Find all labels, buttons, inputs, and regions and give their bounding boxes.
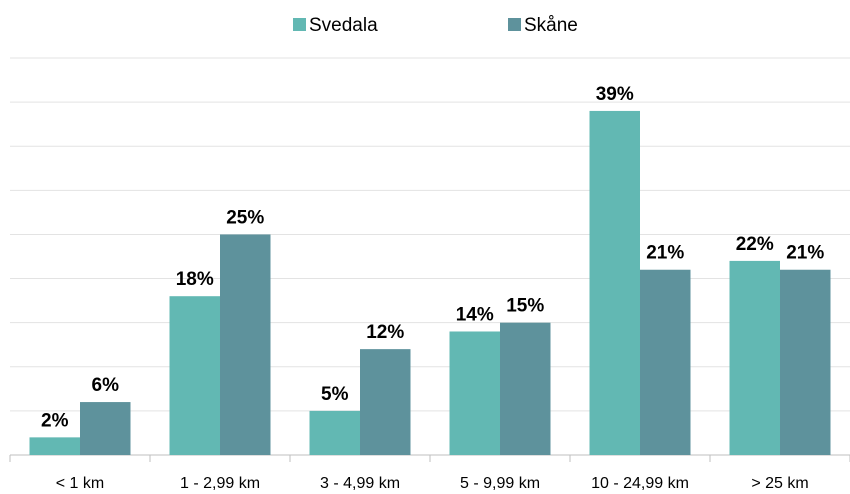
legend-swatch <box>508 18 521 31</box>
bar <box>169 296 220 455</box>
bar <box>309 410 360 455</box>
x-tick-label: 1 - 2,99 km <box>180 475 260 492</box>
bar <box>589 110 640 455</box>
value-label: 21% <box>786 243 824 264</box>
value-label: 5% <box>321 384 349 405</box>
value-label: 21% <box>646 243 684 264</box>
bar <box>220 234 271 455</box>
bar <box>29 437 80 455</box>
x-tick-label: > 25 km <box>751 475 808 492</box>
x-tick-label: 3 - 4,99 km <box>320 475 400 492</box>
legend-swatch <box>293 18 306 31</box>
bar <box>729 260 780 455</box>
value-label: 39% <box>596 84 634 105</box>
legend-label: Skåne <box>524 15 578 36</box>
value-label: 6% <box>92 375 120 396</box>
x-tick-label: 10 - 24,99 km <box>591 475 689 492</box>
value-label: 12% <box>366 322 404 343</box>
value-label: 18% <box>176 269 214 290</box>
bar <box>80 402 131 455</box>
bar <box>640 269 691 455</box>
x-tick-label: 5 - 9,99 km <box>460 475 540 492</box>
bar <box>360 349 411 455</box>
bar <box>500 322 551 455</box>
value-label: 14% <box>456 305 494 326</box>
value-label: 15% <box>506 296 544 317</box>
x-tick-label: < 1 km <box>56 475 104 492</box>
value-label: 25% <box>226 207 264 228</box>
value-label: 22% <box>736 234 774 255</box>
bar <box>449 331 500 455</box>
value-label: 2% <box>41 410 69 431</box>
bar <box>780 269 831 455</box>
legend-label: Svedala <box>309 15 378 36</box>
